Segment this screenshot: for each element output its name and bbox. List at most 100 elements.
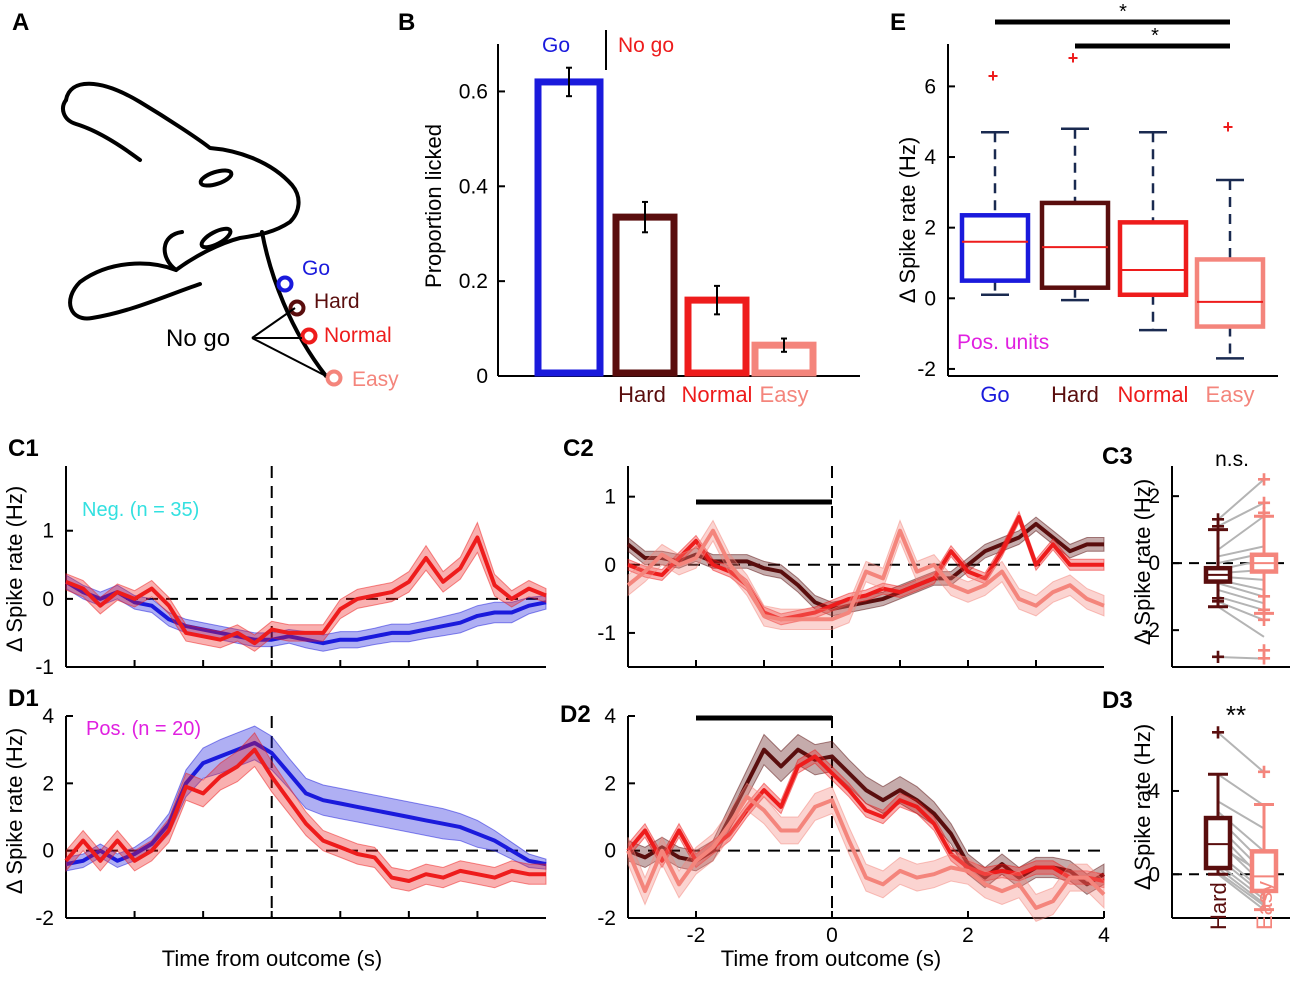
e-y-tick-label: 4: [924, 146, 936, 169]
e-y-tick-label: -2: [917, 358, 936, 381]
d3-pair-line: [1217, 800, 1265, 830]
panel-c2-line-plot: C2 -1 0 1: [563, 435, 1105, 668]
d3-pair-line: [1217, 731, 1265, 773]
b-bar-go: [534, 78, 604, 377]
panel-label-d1: D1: [8, 685, 39, 712]
panel-d1-line-plot: D1 Δ Spike rate (Hz) Pos. (n = 20) Time …: [2, 685, 547, 971]
panel-c1-line-plot: C1 Δ Spike rate (Hz) Neg. (n = 35) -1 0 1: [2, 435, 547, 679]
e-y-tick-label: 6: [924, 75, 936, 98]
e-y-tick-label: 0: [924, 287, 936, 310]
c3-outlier: +: [1211, 585, 1225, 612]
e-x-tick-label: Go: [980, 382, 1009, 407]
c3-outlier: +: [1211, 507, 1225, 534]
c1-line-go: [64, 580, 547, 646]
d1-y-axis-label: Δ Spike rate (Hz): [2, 728, 27, 894]
marker-go: [276, 275, 294, 293]
d1-line-easy: [64, 747, 546, 883]
e-y-tick-label: 2: [924, 217, 936, 240]
c3-outlier: +: [1211, 589, 1225, 616]
d2-x-tick-label: 0: [826, 924, 838, 947]
c3-outlier: +: [1257, 503, 1271, 530]
b-header-nogo: No go: [618, 34, 674, 57]
d3-y-axis-label: Δ Spike rate (Hz): [1130, 724, 1155, 890]
d3-y-tick-label: 4: [1148, 780, 1160, 803]
panel-label-d2: D2: [560, 701, 591, 728]
e-box-hard: [1039, 200, 1111, 290]
c3-pair-line: [1217, 478, 1265, 521]
c3-significance: n.s.: [1215, 448, 1249, 471]
d2-y-tick-label: 2: [604, 772, 616, 795]
e-box-go: [959, 213, 1031, 283]
c3-pair-line: [1217, 655, 1265, 660]
b-x-tick-label: Easy: [760, 382, 809, 407]
d3-significance: **: [1226, 700, 1246, 730]
label-normal: Normal: [324, 324, 392, 347]
b-y-tick-label: 0.6: [459, 80, 488, 103]
panel-label-c3: C3: [1102, 443, 1133, 470]
d2-x-tick-label: -2: [687, 924, 706, 947]
b-y-axis-label: Proportion licked: [421, 124, 446, 288]
c3-outlier: +: [1257, 597, 1271, 624]
b-bar-hard: [612, 213, 678, 377]
d3-pair-line: [1217, 773, 1265, 807]
mouse-head-icon: [61, 81, 328, 378]
panel-c3-paired-plot: C3 Δ Spike rate (Hz) n.s. -202++++++++++…: [1102, 443, 1290, 673]
c1-y-tick-label: 1: [42, 520, 54, 543]
label-nogo: No go: [166, 325, 230, 352]
c3-outlier: +: [1257, 646, 1271, 673]
c3-outlier: +: [1211, 644, 1225, 671]
panel-label-d3: D3: [1102, 687, 1133, 714]
panel-label-c1: C1: [8, 435, 39, 462]
e-x-tick-label: Easy: [1206, 382, 1255, 407]
c3-outlier: +: [1257, 466, 1271, 493]
d3-box-hard: [1203, 815, 1233, 871]
c2-y-tick-label: 0: [604, 554, 616, 577]
c3-pair-line: [1217, 515, 1265, 551]
label-easy: Easy: [352, 368, 399, 391]
panel-a: A Go Hard Normal Easy No go: [12, 9, 399, 391]
b-header-go: Go: [542, 34, 570, 57]
c2-y-tick-label: 1: [604, 486, 616, 509]
e-significance-star: *: [1151, 25, 1159, 47]
d2-line-easy: [626, 794, 1106, 910]
panel-label-a: A: [12, 9, 29, 36]
d3-pair-line: [1217, 871, 1265, 907]
c3-outlier: +: [1211, 513, 1225, 540]
e-outlier: +: [1223, 117, 1234, 137]
c3-outlier: +: [1257, 584, 1271, 611]
c3-pair-line: [1217, 595, 1265, 612]
nogo-bracket: [251, 307, 327, 377]
stimulus-markers: [276, 275, 343, 387]
d1-line-go: [65, 740, 547, 867]
d1-annotation: Pos. (n = 20): [86, 718, 201, 740]
c2-line-easy: [626, 528, 1105, 622]
b-x-tick-label: Hard: [618, 382, 666, 407]
c3-pair-line: [1217, 600, 1265, 622]
c3-pair-line: [1217, 605, 1265, 638]
c1-annotation: Neg. (n = 35): [82, 499, 199, 521]
d2-band-easy: [627, 782, 1105, 923]
d1-y-tick-label: 0: [42, 840, 54, 863]
c3-outlier: +: [1257, 490, 1271, 517]
d3-y-tick-label: 0: [1148, 863, 1160, 886]
d3-box-easy: [1249, 849, 1279, 894]
panel-label-e: E: [890, 9, 906, 36]
c3-outlier: +: [1257, 607, 1271, 634]
panel-label-b: B: [398, 9, 415, 36]
d2-y-tick-label: 4: [604, 705, 616, 728]
d3-pair-line: [1217, 873, 1265, 911]
panel-d2-line-plot: D2 Time from outcome (s) -2 0 2 4 -2 0 2 4: [560, 701, 1110, 971]
c3-y-tick-label: 2: [1148, 485, 1160, 508]
label-hard: Hard: [314, 290, 360, 313]
d2-x-tick-label: 2: [962, 924, 974, 947]
c3-pair-line: [1217, 588, 1265, 605]
d1-band-easy: [65, 731, 547, 892]
c3-outlier: +: [1257, 500, 1271, 527]
marker-easy: [325, 369, 343, 387]
e-outlier: +: [988, 66, 999, 86]
d1-y-tick-label: 4: [42, 705, 54, 728]
marker-hard: [288, 299, 306, 317]
d3-x-tick-label: Hard: [1206, 882, 1231, 930]
d3-outlier: +: [1211, 720, 1225, 747]
